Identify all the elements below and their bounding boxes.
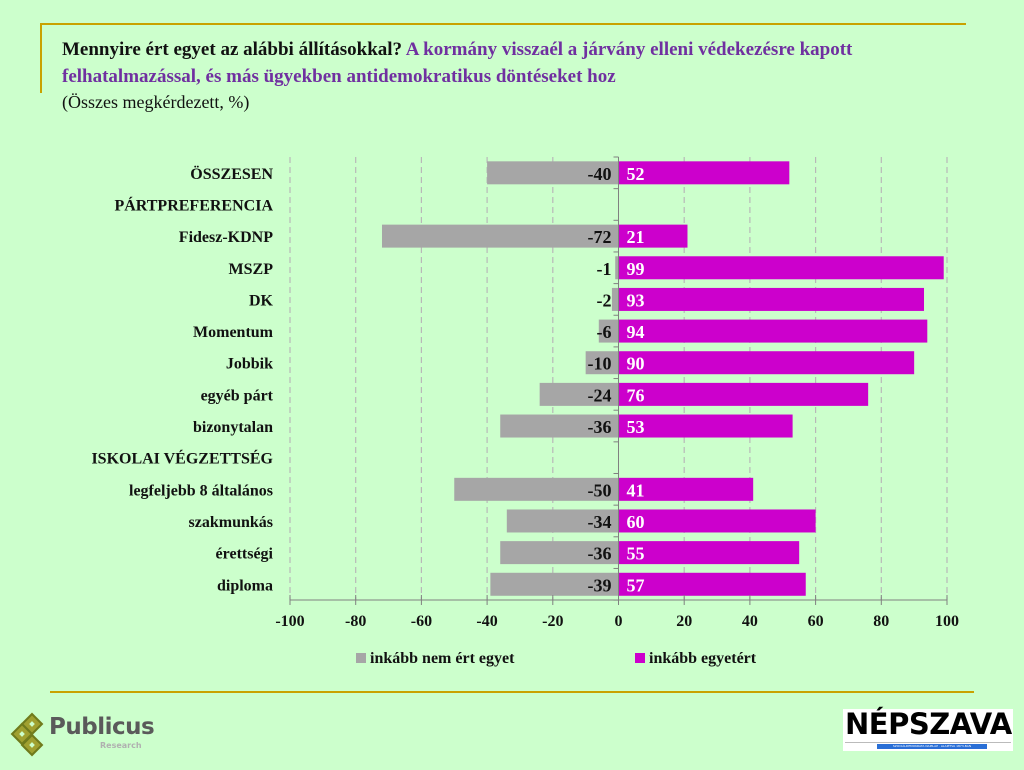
- legend-label-agree: inkább egyetért: [649, 650, 757, 667]
- bar-disagree: [454, 477, 619, 501]
- data-label-agree: 93: [627, 290, 645, 310]
- category-label: DK: [249, 292, 274, 309]
- x-tick-label: 60: [808, 613, 824, 630]
- bar-disagree: [611, 287, 619, 311]
- bar-agree: [618, 351, 915, 375]
- category-label: Jobbik: [226, 356, 273, 373]
- x-tick-label: 80: [873, 613, 889, 630]
- bar-disagree: [500, 541, 619, 565]
- bar-agree: [618, 256, 944, 280]
- x-tick-label: -60: [411, 613, 432, 630]
- x-tick-label: 20: [676, 613, 692, 630]
- bar-disagree: [500, 414, 619, 438]
- nepszava-name: NÉPSZAVA: [845, 707, 1012, 741]
- bar-disagree: [615, 256, 619, 280]
- nepszava-tagline: SZOCIÁLDEMOKRATA NAPILAP · ALAPÍTVA 1873…: [877, 744, 987, 749]
- data-label-disagree: -2: [597, 290, 612, 310]
- bar-agree: [618, 541, 800, 565]
- category-label: ISKOLAI VÉGZETTSÉG: [91, 449, 273, 468]
- x-tick-label: 0: [615, 613, 623, 630]
- x-tick-label: -20: [542, 613, 563, 630]
- category-label: PÁRTPREFERENCIA: [114, 195, 273, 214]
- x-tick-label: 100: [935, 613, 959, 630]
- bar-disagree: [487, 161, 619, 185]
- data-label-agree: 41: [627, 480, 645, 500]
- data-label-disagree: -34: [588, 512, 612, 532]
- data-label-agree: 21: [627, 227, 645, 247]
- data-label-agree: 55: [627, 544, 645, 564]
- chart-title: Mennyire ért egyet az alábbi állításokka…: [62, 36, 962, 90]
- nepszava-rule: [845, 742, 1011, 743]
- title-statement: A kormány visszaél a járvány elleni véde…: [62, 39, 853, 87]
- bar-agree: [618, 509, 816, 533]
- data-label-disagree: -36: [588, 544, 612, 564]
- data-label-agree: 57: [627, 575, 645, 595]
- bar-agree: [618, 477, 754, 501]
- bar-agree: [618, 287, 925, 311]
- nepszava-logo: NÉPSZAVA SZOCIÁLDEMOKRATA NAPILAP · ALAP…: [843, 707, 1013, 751]
- title-question: Mennyire ért egyet az alábbi állításokka…: [62, 39, 403, 60]
- bar-agree: [618, 414, 793, 438]
- legend-label-disagree: inkább nem ért egyet: [370, 650, 515, 667]
- category-label: érettségi: [216, 546, 274, 563]
- data-label-disagree: -1: [597, 259, 612, 279]
- data-label-disagree: -39: [588, 575, 612, 595]
- data-label-agree: 53: [627, 417, 645, 437]
- bar-disagree: [598, 319, 619, 343]
- data-label-disagree: -50: [588, 480, 612, 500]
- x-tick-label: 40: [742, 613, 758, 630]
- chart-subtitle: (Összes megkérdezett, %): [62, 92, 250, 112]
- data-label-agree: 94: [627, 322, 645, 342]
- diverging-bar-chart: ÖSSZESEN -40 52 PÁRTPREFERENCIA Fidesz-KDNP -…: [91, 156, 959, 667]
- publicus-sub: Research: [100, 741, 142, 750]
- bar-agree: [618, 572, 806, 596]
- bar-agree: [618, 224, 688, 248]
- data-label-agree: 99: [627, 259, 645, 279]
- x-tick-label: -100: [275, 613, 304, 630]
- category-label: legfeljebb 8 általános: [129, 482, 273, 499]
- bar-agree: [618, 382, 869, 406]
- x-tick-label: -80: [345, 613, 366, 630]
- category-label: Fidesz-KDNP: [179, 229, 273, 246]
- data-label-agree: 76: [627, 385, 645, 405]
- frame-top-rule: [40, 23, 966, 25]
- data-label-disagree: -40: [588, 164, 612, 184]
- category-label: ÖSSZESEN: [190, 165, 273, 183]
- bar-agree: [618, 319, 928, 343]
- legend-swatch-disagree: [356, 653, 366, 663]
- bar-agree: [618, 161, 790, 185]
- bar-disagree: [381, 224, 619, 248]
- data-label-agree: 90: [627, 354, 645, 374]
- data-label-agree: 60: [627, 512, 645, 532]
- data-label-disagree: -36: [588, 417, 612, 437]
- bar-disagree: [539, 382, 619, 406]
- category-label: diploma: [217, 577, 273, 594]
- data-label-disagree: -6: [597, 322, 612, 342]
- x-tick-label: -40: [476, 613, 497, 630]
- legend-swatch-agree: [635, 653, 645, 663]
- publicus-brand: Publicus: [49, 714, 155, 740]
- category-label: egyéb párt: [201, 387, 274, 404]
- data-label-agree: 52: [627, 164, 645, 184]
- bar-disagree: [585, 351, 619, 375]
- category-label: bizonytalan: [193, 419, 273, 436]
- bar-disagree: [506, 509, 619, 533]
- data-label-disagree: -10: [588, 354, 612, 374]
- bar-disagree: [490, 572, 619, 596]
- data-label-disagree: -72: [588, 227, 612, 247]
- data-label-disagree: -24: [588, 385, 612, 405]
- publicus-logo: Publicus Research: [10, 710, 155, 758]
- frame-left-rule: [40, 23, 42, 93]
- frame-bottom-rule: [50, 691, 974, 693]
- category-label: szakmunkás: [189, 514, 273, 531]
- category-label: MSZP: [229, 261, 274, 278]
- category-label: Momentum: [193, 324, 274, 341]
